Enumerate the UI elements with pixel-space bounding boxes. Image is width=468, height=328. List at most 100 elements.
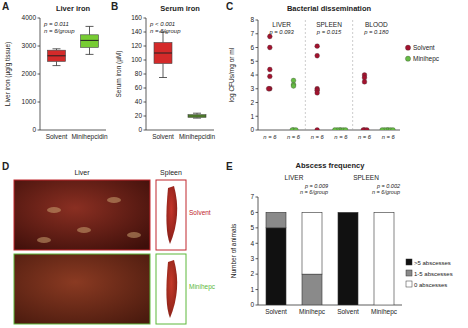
point — [267, 45, 272, 50]
group-separator — [305, 20, 306, 130]
row-label: Minihepc — [189, 283, 216, 291]
spleen-photo-frame — [156, 254, 186, 324]
y-tick-label: 80 — [135, 70, 143, 77]
box — [48, 50, 66, 61]
box — [81, 35, 99, 48]
y-tick — [256, 75, 259, 76]
y-tick-label: 7 — [250, 30, 254, 37]
whisker-cap — [193, 113, 201, 114]
y-tick-label: 3 — [250, 85, 254, 92]
panel-letter: C — [226, 1, 233, 12]
y-tick — [256, 274, 259, 275]
median — [48, 55, 66, 56]
group-label: SPLEEN — [316, 21, 342, 28]
panel-letter: B — [111, 1, 118, 12]
y-tick — [144, 88, 147, 89]
x-tick-label: Minihepc — [299, 308, 326, 316]
y-tick — [256, 116, 259, 117]
y-tick-label: 6 — [250, 44, 254, 51]
point — [332, 128, 337, 130]
n-label: n = 6 — [287, 134, 301, 140]
annotation: n = 6/group — [300, 189, 328, 195]
y-tick-label: 120 — [131, 42, 142, 49]
bar-segment — [338, 212, 358, 305]
panel-letter: D — [2, 161, 9, 172]
abscess — [127, 232, 141, 238]
whisker-low — [163, 64, 164, 78]
y-tick-label: 3000 — [22, 42, 37, 49]
y-axis — [258, 197, 259, 305]
y-tick-label: 5 — [250, 224, 254, 231]
y-tick — [38, 74, 41, 75]
annotation: n = 6/group — [372, 189, 400, 195]
n-label: n = 6 — [334, 134, 348, 140]
abscess — [77, 227, 91, 233]
y-tick — [256, 258, 259, 259]
whisker-cap — [53, 48, 61, 49]
annotation: p = 0.180 — [363, 29, 389, 35]
y-axis-label: Number of animals — [230, 223, 237, 278]
y-tick — [38, 46, 41, 47]
point — [315, 44, 320, 49]
x-tick-label: Minihepcidin — [179, 133, 216, 141]
column-label: Liver — [74, 169, 90, 176]
bar-segment — [338, 212, 358, 213]
column-label: Spleen — [160, 169, 182, 177]
plot-area — [266, 34, 395, 130]
n-label: n = 6 — [382, 134, 396, 140]
y-tick-label: 1 — [250, 286, 254, 293]
group-label: BLOOD — [365, 21, 388, 28]
bar-segment — [338, 212, 358, 213]
point — [365, 128, 370, 130]
y-tick-label: 4000 — [22, 14, 37, 21]
median — [154, 53, 172, 54]
whisker-cap — [193, 118, 201, 119]
y-tick — [144, 60, 147, 61]
y-tick-label: 1000 — [22, 98, 37, 105]
abscess — [37, 237, 51, 243]
bar-segment — [266, 212, 286, 213]
legend-label: Minihepc — [413, 55, 440, 63]
bar-segment — [266, 212, 286, 227]
y-tick-label: 0 — [138, 126, 142, 133]
y-tick — [256, 289, 259, 290]
y-tick — [38, 130, 41, 131]
x-tick-label: Solvent — [337, 308, 359, 315]
y-tick-label: 20 — [135, 112, 143, 119]
liver-photo — [14, 254, 150, 324]
group-separator — [352, 20, 353, 130]
title: Serum iron — [160, 4, 200, 13]
panel-letter: E — [226, 161, 233, 172]
y-tick — [256, 227, 259, 228]
y-tick-label: 2000 — [22, 70, 37, 77]
panel-letter: A — [2, 1, 9, 12]
annotation: n = 6/group — [150, 28, 181, 34]
y-tick — [256, 102, 259, 103]
point — [291, 84, 296, 89]
y-tick-label: 160 — [131, 14, 142, 21]
whisker-low — [89, 47, 90, 54]
whisker-cap — [53, 65, 61, 66]
box — [154, 43, 172, 64]
y-tick — [256, 243, 259, 244]
liver-photo — [14, 180, 150, 250]
y-tick — [256, 33, 259, 34]
y-tick — [38, 102, 41, 103]
bar-segment — [302, 274, 322, 305]
y-tick-label: 4 — [250, 71, 254, 78]
abscess — [107, 197, 121, 203]
x-tick-label: Solvent — [46, 133, 68, 140]
y-tick-label: 100 — [131, 56, 142, 63]
y-axis-label: Liver iron (µg/g tissue) — [4, 42, 12, 106]
y-tick — [256, 88, 259, 89]
y-tick — [256, 130, 259, 131]
y-tick — [144, 74, 147, 75]
abscess — [47, 207, 61, 213]
y-tick — [144, 18, 147, 19]
n-label: n = 6 — [358, 134, 372, 140]
x-tick-label: Solvent — [152, 133, 174, 140]
spleen-photo — [166, 260, 177, 318]
y-tick — [144, 116, 147, 117]
legend-label: 1-5 abscesses — [414, 271, 453, 277]
bar-segment — [302, 212, 322, 274]
